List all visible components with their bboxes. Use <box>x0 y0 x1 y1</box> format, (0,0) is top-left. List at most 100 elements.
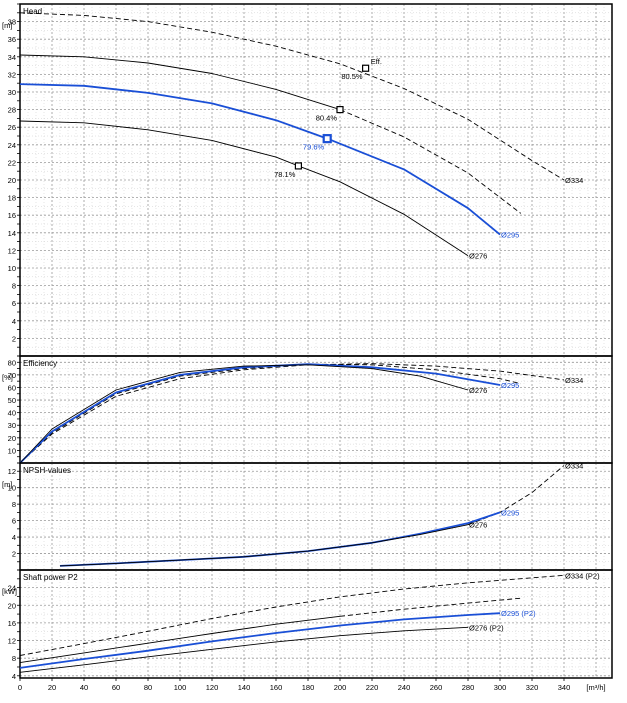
panel-0: 2468101214161820222426283032343638Head[m… <box>2 3 613 357</box>
y-tick-label: 26 <box>8 123 16 132</box>
y-tick-label: 80 <box>8 358 16 367</box>
series-label: Ø334 <box>565 376 583 385</box>
panel-1: 10 20 30 40 50 60 70 80 Efficiency [%] Ø334 Ø295 Ø27… <box>2 355 613 464</box>
series-label: Ø334 (P2) <box>565 571 600 580</box>
y-tick-label: 30 <box>8 421 16 430</box>
x-tick-label: 60 <box>112 683 120 692</box>
annotation-label: Eff. <box>371 57 382 66</box>
series-label: Ø295 <box>501 508 519 517</box>
series-line <box>19 12 565 181</box>
duty-point-marker <box>322 134 332 144</box>
series-line <box>19 615 341 664</box>
series-line <box>339 597 521 617</box>
series-line <box>19 120 469 257</box>
y-tick-label: 10 <box>8 264 16 273</box>
series-line <box>19 363 521 464</box>
x-axis-unit: [m³/h] <box>586 683 605 692</box>
series-label: Ø295 <box>501 231 519 240</box>
duty-point-marker <box>362 64 370 72</box>
y-tick-label: 50 <box>8 396 16 405</box>
series-label: Ø276 <box>469 252 487 261</box>
y-tick-label: 16 <box>8 211 16 220</box>
panel-3: 4 8 12 16 20 24 Shaft power P2 [kW] Ø334 (P2) Ø29… <box>2 569 613 692</box>
x-tick-label: 180 <box>302 683 315 692</box>
series-line <box>19 364 469 464</box>
series-label: Ø276 <box>469 386 487 395</box>
y-tick-label: 10 <box>8 446 16 455</box>
x-tick-label: 40 <box>80 683 88 692</box>
y-tick-label: 6 <box>12 517 16 526</box>
panel-title: Efficiency <box>23 359 57 368</box>
duty-point-marker <box>336 105 344 114</box>
y-tick-label: 8 <box>12 654 16 663</box>
panel-2: 2 4 6 8 10 12 NPSH-values [m] Ø334 Ø295 Ø276 <box>2 461 613 571</box>
series-line <box>59 524 469 567</box>
y-tick-label: 20 <box>8 434 16 443</box>
y-tick-label: 28 <box>8 106 16 115</box>
y-tick-label: 24 <box>8 584 16 593</box>
x-tick-label: 280 <box>462 683 475 692</box>
panel-title: NPSH-values <box>23 466 71 475</box>
series-line <box>19 363 565 464</box>
y-axis-unit: [%] <box>2 373 13 382</box>
x-tick-label: 300 <box>494 683 507 692</box>
x-tick-label: 340 <box>558 683 571 692</box>
series-line <box>339 109 522 214</box>
y-tick-label: 2 <box>12 334 16 343</box>
x-tick-label: 0 <box>18 683 22 692</box>
y-tick-label: 18 <box>8 194 16 203</box>
series-line <box>19 612 501 669</box>
series-label: Ø276 <box>469 521 487 530</box>
series-line <box>19 574 565 656</box>
series-label: Ø276 (P2) <box>469 623 504 632</box>
series-label: Ø295 (P2) <box>501 609 536 618</box>
duty-point-marker <box>294 162 302 170</box>
y-tick-label: 12 <box>8 637 16 646</box>
y-tick-label: 2 <box>12 550 16 559</box>
duty-point-label: 80.4% <box>316 114 338 123</box>
y-tick-label: 8 <box>12 282 16 291</box>
series-label: Ø334 <box>565 461 583 470</box>
y-tick-label: 6 <box>12 299 16 308</box>
series-label: Ø334 <box>565 176 583 185</box>
series-line <box>19 54 341 111</box>
y-tick-label: 14 <box>8 229 16 238</box>
x-tick-label: 100 <box>174 683 187 692</box>
y-tick-label: 4 <box>12 533 16 542</box>
x-tick-label: 80 <box>144 683 152 692</box>
y-tick-label: 34 <box>8 53 16 62</box>
duty-point-label: 80.5% <box>341 72 363 81</box>
x-tick-label: 20 <box>48 683 56 692</box>
y-tick-label: 70 <box>8 371 16 380</box>
series-line <box>19 626 469 673</box>
x-tick-label: 320 <box>526 683 539 692</box>
y-tick-label: 38 <box>8 18 16 27</box>
x-tick-label: 240 <box>398 683 411 692</box>
y-tick-label: 12 <box>8 246 16 255</box>
y-tick-label: 16 <box>8 619 16 628</box>
x-tick-label: 140 <box>238 683 251 692</box>
panel-frame <box>19 569 613 679</box>
y-tick-label: 36 <box>8 35 16 44</box>
y-axis-unit: [kW] <box>2 587 17 596</box>
y-tick-label: 4 <box>12 317 16 326</box>
x-tick-label: 260 <box>430 683 443 692</box>
x-tick-label: 120 <box>206 683 219 692</box>
panel-title: Shaft power P2 <box>23 573 78 582</box>
y-tick-label: 24 <box>8 141 16 150</box>
y-axis-unit: [m] <box>2 480 12 489</box>
y-tick-label: 8 <box>12 500 16 509</box>
x-tick-label: 220 <box>366 683 379 692</box>
series-label: Ø295 <box>501 381 519 390</box>
x-tick-label: 160 <box>270 683 283 692</box>
y-tick-label: 12 <box>8 467 16 476</box>
y-tick-label: 20 <box>8 176 16 185</box>
y-tick-label: 30 <box>8 88 16 97</box>
x-tick-label: 200 <box>334 683 347 692</box>
duty-point-label: 78.1% <box>274 170 296 179</box>
duty-point-label: 79.6% <box>303 143 325 152</box>
series-line <box>19 363 501 464</box>
y-tick-label: 32 <box>8 70 16 79</box>
y-tick-label: 20 <box>8 601 16 610</box>
y-tick-label: 60 <box>8 383 16 392</box>
